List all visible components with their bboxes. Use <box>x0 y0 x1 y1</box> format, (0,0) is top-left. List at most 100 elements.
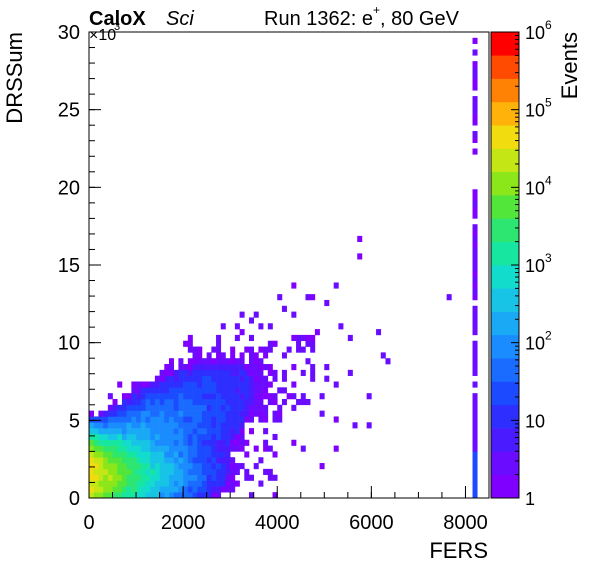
heatmap-cell <box>201 358 207 365</box>
heatmap-cell <box>98 445 104 452</box>
heatmap-cell <box>216 404 222 411</box>
heatmap-cell <box>187 375 193 382</box>
heatmap-cell <box>211 480 217 487</box>
heatmap-cell <box>310 294 316 301</box>
heatmap-cell <box>197 445 203 452</box>
heatmap-cell <box>169 457 175 464</box>
heatmap-cell <box>112 480 118 487</box>
heatmap-cell <box>136 416 142 423</box>
heatmap-cell <box>103 433 109 441</box>
heatmap-cell <box>197 346 203 353</box>
heatmap-cell <box>164 381 170 388</box>
heatmap-cell <box>263 352 269 359</box>
heatmap-cell <box>267 398 273 406</box>
heatmap-cell <box>216 480 222 487</box>
heatmap-cell <box>140 387 146 394</box>
heatmap-cell <box>281 352 287 359</box>
heatmap-cell <box>154 468 160 475</box>
heatmap-cell <box>154 451 160 458</box>
heatmap-cell <box>249 334 255 342</box>
heatmap-cell <box>225 375 231 382</box>
heatmap-cell <box>249 416 255 423</box>
heatmap-cell <box>206 387 212 394</box>
heatmap-cell <box>159 486 165 493</box>
heatmap-cell <box>126 410 132 417</box>
heatmap-cell <box>472 358 478 365</box>
heatmap-cell <box>253 381 259 388</box>
heatmap-cell <box>216 422 222 429</box>
heatmap-cell <box>107 474 113 481</box>
heatmap-cell <box>131 451 137 458</box>
heatmap-cell <box>183 474 189 481</box>
heatmap-cell <box>192 410 198 417</box>
heatmap-cell <box>197 463 203 470</box>
heatmap-cell <box>89 468 95 475</box>
heatmap-cell <box>192 492 198 499</box>
heatmap-cell <box>230 422 236 429</box>
heatmap-cell <box>121 422 127 429</box>
heatmap-cell <box>136 410 142 417</box>
heatmap-cell <box>244 381 250 388</box>
heatmap-cell <box>206 398 212 406</box>
heatmap-cell <box>107 480 113 487</box>
heatmap-cell <box>187 369 193 376</box>
heatmap-cell <box>164 480 170 487</box>
heatmap-cell <box>225 468 231 475</box>
heatmap-cell <box>206 492 212 499</box>
x-tick-label: 0 <box>83 512 94 534</box>
heatmap-cell <box>131 439 137 446</box>
heatmap-cell <box>131 457 137 464</box>
heatmap-cell <box>472 113 478 120</box>
heatmap-cell <box>211 404 217 411</box>
heatmap-cell <box>140 428 146 435</box>
heatmap-cell <box>136 433 142 441</box>
heatmap-cell <box>197 410 203 417</box>
heatmap-cell <box>183 451 189 458</box>
heatmap-cell <box>131 410 137 417</box>
heatmap-cell <box>197 358 203 365</box>
heatmap-cell <box>98 433 104 441</box>
heatmap-cell <box>272 375 278 382</box>
heatmap-cell <box>230 457 236 464</box>
heatmap-cell <box>206 445 212 452</box>
heatmap-cell <box>183 439 189 446</box>
heatmap-cell <box>89 428 95 435</box>
heatmap-cell <box>197 404 203 411</box>
heatmap-cell <box>216 381 222 388</box>
run-label-suffix: , 80 GeV <box>380 8 460 30</box>
heatmap-cell <box>131 416 137 423</box>
heatmap-cell <box>220 393 226 400</box>
heatmap-cell <box>150 445 156 452</box>
heatmap-cell <box>89 439 95 446</box>
heatmap-cell <box>201 398 207 406</box>
heatmap-cell <box>192 468 198 475</box>
heatmap-cell <box>154 457 160 464</box>
heatmap-cell <box>201 486 207 493</box>
heatmap-cell <box>201 387 207 394</box>
x-tick-label: 2000 <box>161 512 206 534</box>
heatmap-cell <box>472 49 478 56</box>
heatmap-cell <box>93 445 99 452</box>
heatmap-cell <box>183 422 189 429</box>
heatmap-cell <box>220 369 226 376</box>
heatmap-cell <box>173 398 179 406</box>
heatmap-cell <box>244 398 250 406</box>
heatmap-cell <box>472 492 478 499</box>
heatmap-cell <box>258 457 264 464</box>
heatmap-cell <box>192 474 198 481</box>
heatmap-cell <box>187 358 193 365</box>
heatmap-cell <box>220 480 226 487</box>
heatmap-cell <box>211 433 217 441</box>
heatmap-cell <box>159 463 165 470</box>
heatmap-cell <box>472 468 478 475</box>
heatmap-cell <box>249 398 255 406</box>
heatmap-cell <box>150 468 156 475</box>
heatmap-cell <box>159 445 165 452</box>
heatmap-cell <box>201 410 207 417</box>
heatmap-cell <box>98 492 104 499</box>
heatmap-cell <box>472 206 478 213</box>
heatmap-cell <box>89 474 95 481</box>
heatmap-cell <box>145 428 151 435</box>
heatmap-cell <box>126 486 132 493</box>
heatmap-cell <box>173 486 179 493</box>
